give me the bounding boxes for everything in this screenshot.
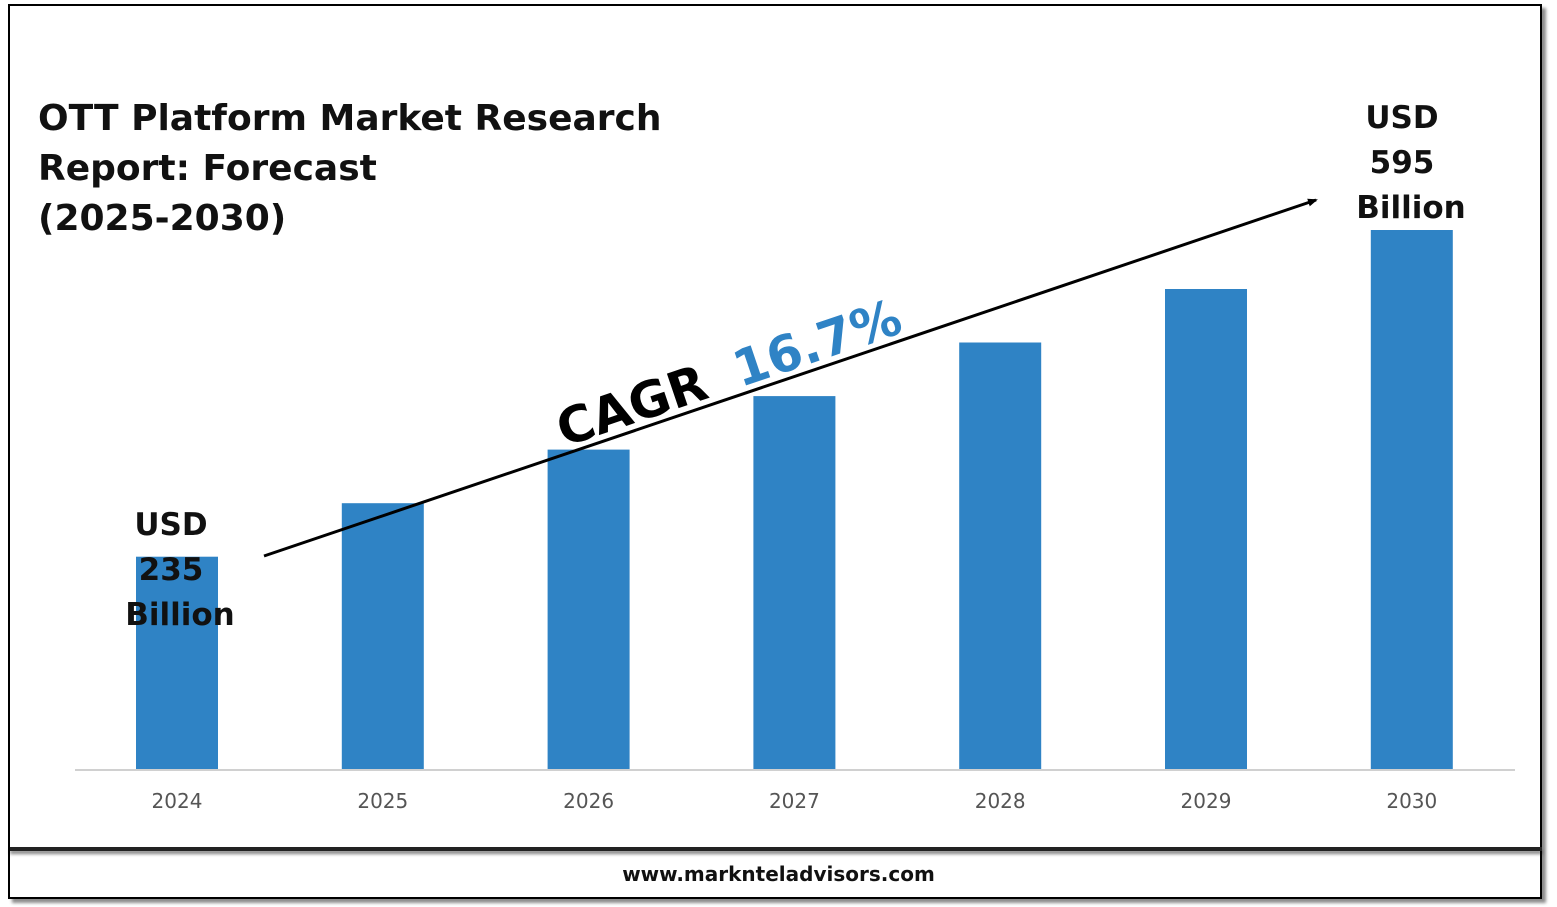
bar-2028 [959, 342, 1042, 770]
title-line-1: OTT Platform Market Research [38, 98, 662, 139]
x-tick-label-2030: 2030 [1386, 789, 1437, 813]
bar-2027 [753, 396, 836, 770]
start-value-line-1: USD [134, 507, 207, 543]
x-tick-label-2029: 2029 [1181, 789, 1232, 813]
x-tick-label-2024: 2024 [152, 789, 203, 813]
x-tick-label-2025: 2025 [357, 789, 408, 813]
bar-2025 [341, 503, 424, 770]
footer-divider [10, 847, 1542, 851]
x-tick-labels-group: 2024 2025 2026 2027 2028 2029 2030 [152, 789, 1438, 813]
end-value-annotation: USD 595 Billion [1356, 100, 1466, 226]
bar-2024 [136, 556, 218, 770]
cagr-label: CAGR [549, 354, 714, 459]
cagr-value: 16.7% [726, 288, 909, 399]
start-value-line-2: 235 [139, 552, 204, 588]
end-value-line-3: Billion [1356, 190, 1466, 226]
cagr-trend-arrow [263, 198, 1318, 558]
bar-2029 [1165, 289, 1247, 770]
x-tick-label-2028: 2028 [975, 789, 1026, 813]
x-tick-label-2027: 2027 [769, 789, 820, 813]
start-value-line-3: Billion [125, 597, 235, 633]
bars-group [136, 230, 1453, 770]
bar-2026 [547, 449, 630, 770]
bar-2030 [1370, 230, 1453, 770]
chart-title: OTT Platform Market Research Report: For… [38, 94, 678, 244]
start-value-annotation: USD 235 Billion [125, 507, 235, 633]
cagr-annotation: CAGR 16.7% [549, 288, 908, 458]
title-line-3: (2025-2030) [38, 198, 287, 239]
end-value-line-2: 595 [1370, 145, 1435, 181]
end-value-line-1: USD [1365, 100, 1438, 136]
title-line-2: Report: Forecast [38, 148, 377, 189]
x-tick-label-2026: 2026 [563, 789, 614, 813]
footer-website: www.marknteladvisors.com [622, 862, 935, 886]
